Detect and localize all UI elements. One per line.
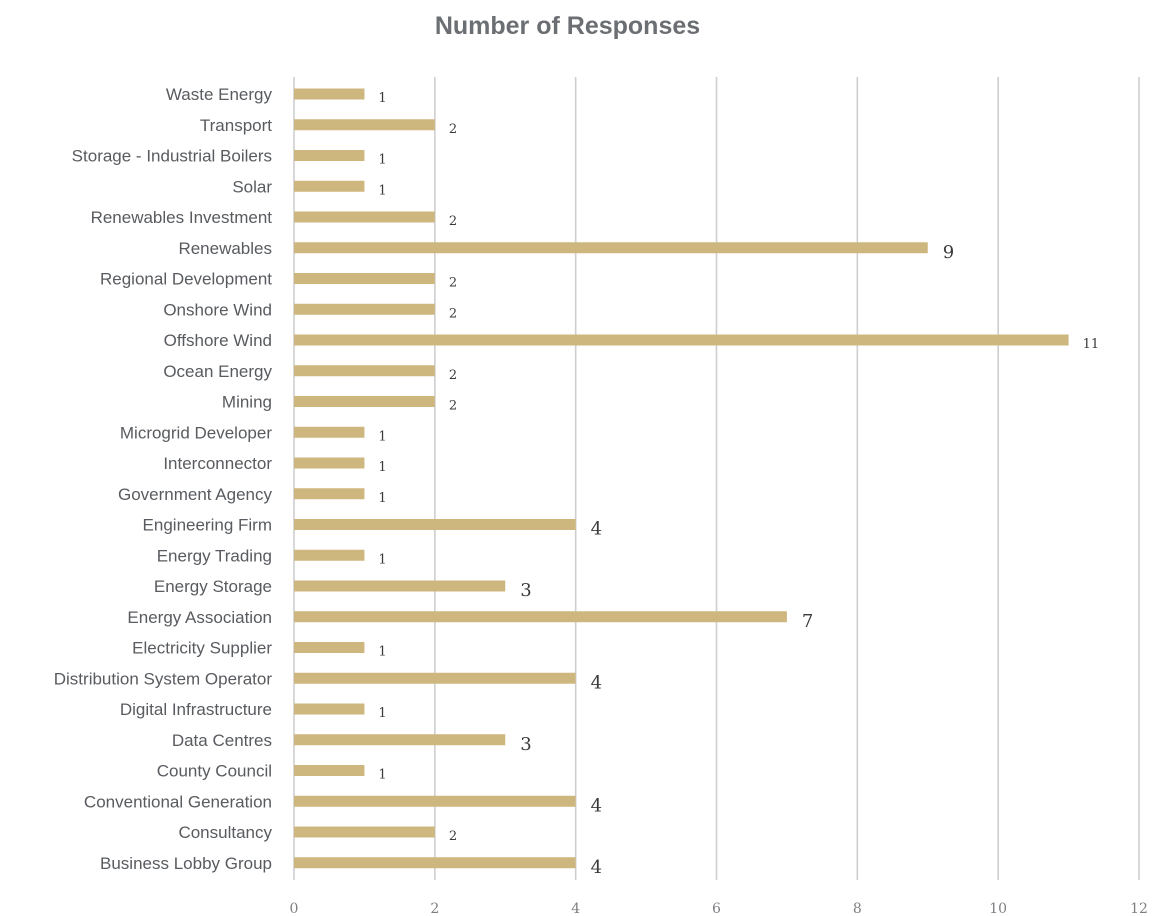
bar: [294, 734, 506, 746]
category-label: Consultancy: [178, 823, 272, 842]
bar: [294, 242, 928, 254]
bar: [294, 396, 435, 407]
bar: [294, 88, 365, 100]
category-label: Renewables: [178, 239, 272, 258]
data-label: 4: [591, 795, 602, 816]
bar: [294, 211, 435, 223]
bar: [294, 826, 435, 838]
data-label: 2: [449, 399, 457, 414]
category-label: Transport: [200, 116, 272, 135]
category-label: County Council: [157, 762, 272, 781]
data-label: 1: [378, 460, 386, 475]
data-label: 2: [449, 122, 457, 137]
category-label: Ocean Energy: [163, 362, 272, 381]
bar: [294, 488, 365, 500]
category-label: Business Lobby Group: [100, 854, 272, 873]
bar: [294, 611, 787, 623]
data-label: 1: [378, 183, 386, 198]
x-tick-label: 4: [571, 901, 580, 916]
bar: [294, 365, 435, 377]
category-label: Energy Storage: [154, 577, 272, 596]
data-label: 11: [1083, 337, 1100, 352]
category-label: Digital Infrastructure: [120, 700, 272, 719]
category-label: Microgrid Developer: [120, 423, 272, 442]
category-label: Electricity Supplier: [132, 639, 272, 658]
bar: [294, 672, 576, 684]
bar: [294, 642, 365, 653]
category-label: Renewables Investment: [91, 208, 273, 227]
data-label: 2: [449, 368, 457, 383]
data-label: 1: [378, 768, 386, 783]
category-label: Regional Development: [100, 270, 272, 289]
data-label: 4: [591, 857, 602, 878]
bar: [294, 795, 576, 807]
x-tick-label: 0: [290, 901, 299, 916]
chart-title: Number of Responses: [434, 12, 701, 40]
x-tick-label: 12: [1130, 901, 1148, 916]
category-label: Mining: [222, 393, 272, 412]
bars: [294, 88, 1069, 869]
category-label: Conventional Generation: [84, 792, 272, 811]
bar: [294, 580, 506, 592]
data-label: 3: [520, 734, 531, 755]
category-label: Storage - Industrial Boilers: [72, 147, 272, 166]
x-tick-label: 8: [853, 901, 862, 916]
bar: [294, 549, 365, 561]
data-label: 2: [449, 214, 457, 229]
category-label: Interconnector: [163, 454, 272, 473]
data-label: 9: [943, 242, 954, 263]
bar: [294, 119, 435, 131]
data-label: 2: [449, 829, 457, 844]
x-tick-label: 6: [712, 901, 721, 916]
bar: [294, 765, 365, 776]
x-axis-tick-labels: 0 2 4 6 8 10 12: [290, 901, 1148, 916]
category-label: Distribution System Operator: [54, 669, 273, 688]
data-label: 2: [449, 306, 457, 321]
data-label: 1: [378, 645, 386, 660]
data-label: 1: [378, 552, 386, 567]
category-label: Data Centres: [172, 731, 272, 750]
bar: [294, 519, 576, 530]
data-label: 1: [378, 491, 386, 506]
category-label: Waste Energy: [166, 85, 273, 104]
data-label: 4: [591, 672, 602, 693]
data-label: 2: [449, 276, 457, 291]
category-label: Engineering Firm: [143, 516, 272, 535]
bar: [294, 426, 365, 438]
category-label: Government Agency: [118, 485, 273, 504]
data-label: 4: [591, 519, 602, 540]
category-labels: Waste Energy Transport Storage - Industria…: [54, 85, 273, 873]
data-label: 1: [378, 429, 386, 444]
data-label: 1: [378, 153, 386, 168]
category-label: Energy Association: [127, 608, 272, 627]
data-label: 3: [520, 580, 531, 601]
data-label: 1: [378, 706, 386, 721]
x-tick-label: 2: [430, 901, 439, 916]
category-label: Solar: [232, 177, 272, 196]
bar: [294, 150, 365, 161]
data-label: 1: [378, 91, 386, 106]
bar: [294, 334, 1069, 346]
bar: [294, 303, 435, 315]
category-label: Offshore Wind: [164, 331, 272, 350]
category-label: Energy Trading: [157, 546, 272, 565]
bar: [294, 457, 365, 469]
bar: [294, 180, 365, 192]
x-tick-label: 10: [989, 901, 1007, 916]
grid-lines: [293, 77, 1140, 880]
bar: [294, 703, 365, 715]
bar: [294, 273, 435, 284]
data-label: 7: [802, 611, 813, 632]
bar: [294, 857, 576, 869]
category-label: Onshore Wind: [163, 300, 272, 319]
